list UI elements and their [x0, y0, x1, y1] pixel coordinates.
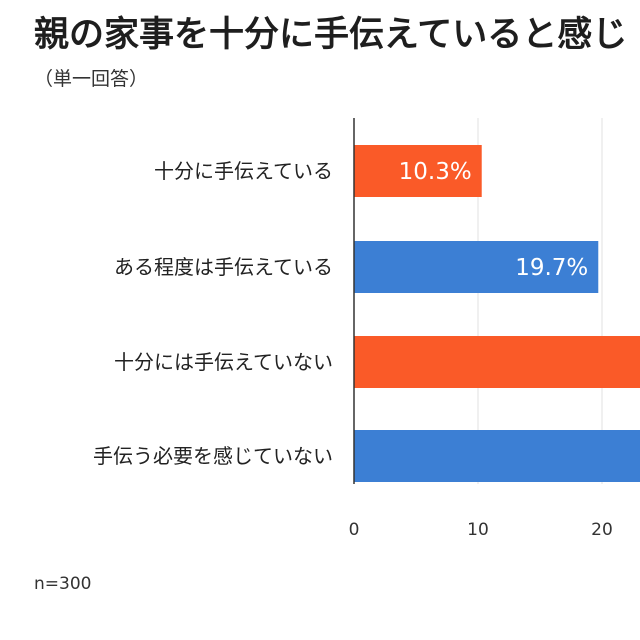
bar [354, 241, 599, 293]
chart-title: 親の家事を十分に手伝えていると感じ [34, 15, 628, 55]
category-labels: 十分に手伝えているある程度は手伝えている十分には手伝えていない手伝う必要を感じて… [93, 159, 333, 468]
bar-value-label: 10.3% [399, 159, 472, 185]
bar-value-label: 19.7% [515, 255, 588, 281]
category-label: 十分には手伝えていない [114, 350, 333, 374]
chart-subtitle: （単一回答） [34, 68, 149, 90]
x-axis-ticks: 0 10 20 [349, 520, 613, 540]
bar [354, 145, 482, 197]
category-label: 手伝う必要を感じていない [93, 444, 333, 468]
category-label: ある程度は手伝えている [114, 255, 333, 279]
x-tick-label: 10 [467, 520, 489, 540]
bars: 10.3% 19.7% [354, 145, 640, 482]
bar [354, 430, 640, 482]
x-tick-label: 0 [349, 520, 360, 540]
category-label: 十分に手伝えている [154, 159, 333, 183]
bar [354, 336, 640, 388]
sample-size-note: n=300 [34, 574, 92, 594]
grid-lines [477, 118, 603, 484]
x-tick-label: 20 [591, 520, 613, 540]
